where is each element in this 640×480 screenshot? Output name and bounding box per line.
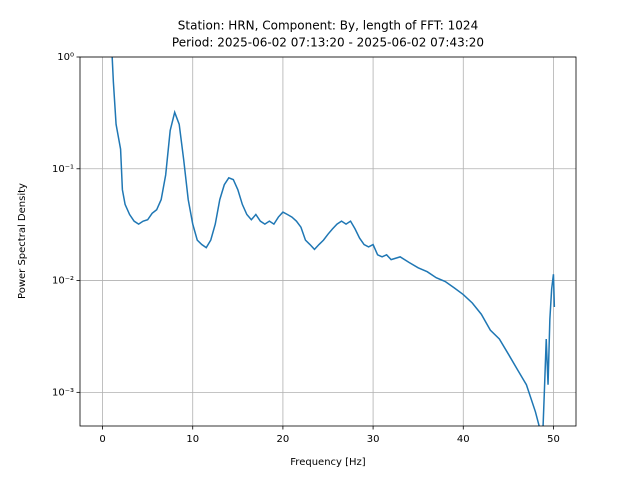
y-tick-label: 10⁻¹: [52, 164, 74, 175]
chart-title: Station: HRN, Component: By, length of F…: [178, 19, 478, 33]
chart-subtitle: Period: 2025-06-02 07:13:20 - 2025-06-02…: [172, 36, 484, 50]
y-tick-label: 10⁻³: [52, 387, 74, 398]
y-tick-label: 10⁰: [57, 52, 74, 63]
plot-frame: [79, 56, 577, 427]
x-tick-label: 20: [277, 434, 290, 445]
x-tick-label: 50: [547, 434, 560, 445]
x-tick-label: 0: [99, 434, 105, 445]
data-line: [111, 57, 556, 426]
x-tick-label: 10: [186, 434, 199, 445]
y-tick-label: 10⁻²: [52, 276, 74, 287]
x-axis-label: Frequency [Hz]: [290, 457, 366, 468]
x-tick-label: 30: [367, 434, 380, 445]
y-axis-label: Power Spectral Density: [17, 183, 28, 299]
x-tick-label: 40: [457, 434, 470, 445]
